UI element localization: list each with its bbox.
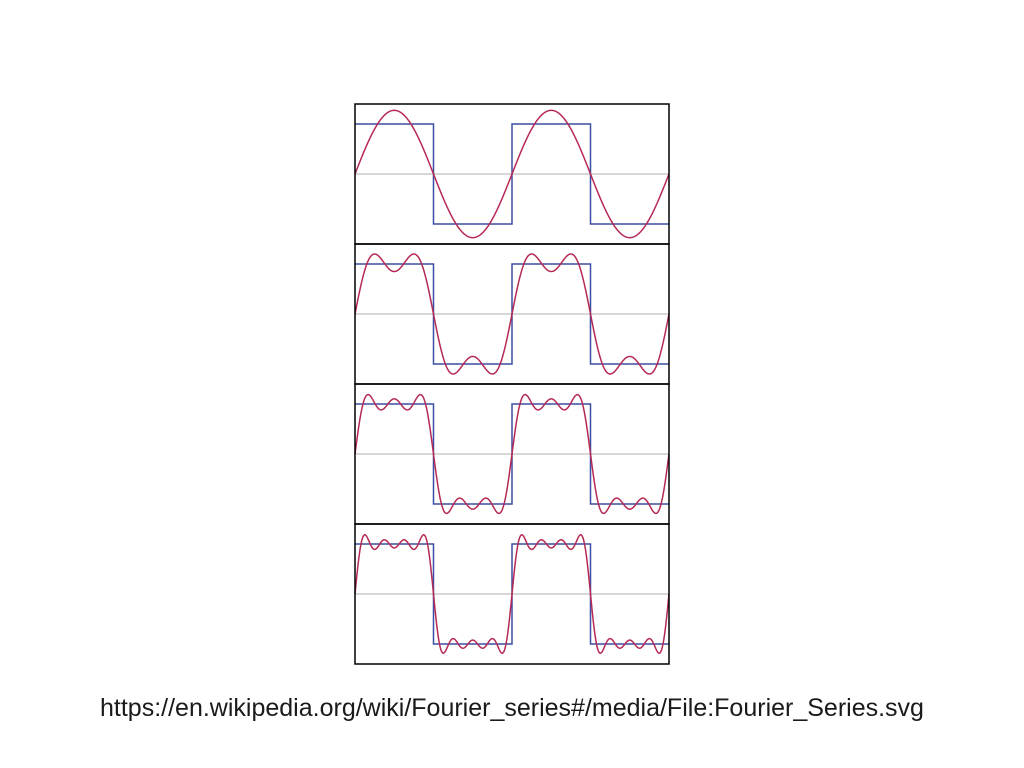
- source-url-caption: https://en.wikipedia.org/wiki/Fourier_se…: [100, 694, 924, 722]
- fourier-series-diagram: [354, 103, 670, 665]
- panel-3: [354, 383, 670, 525]
- panel-frame: [354, 523, 670, 665]
- fourier-series-figure: [354, 103, 670, 665]
- panel-4: [354, 523, 670, 665]
- fourier-approximation-curve: [354, 109, 670, 239]
- fourier-approximation-curve: [354, 393, 670, 515]
- panel-1: [354, 103, 670, 245]
- fourier-approximation-curve: [354, 534, 670, 654]
- fourier-approximation-curve: [354, 253, 670, 375]
- panel-2: [354, 243, 670, 385]
